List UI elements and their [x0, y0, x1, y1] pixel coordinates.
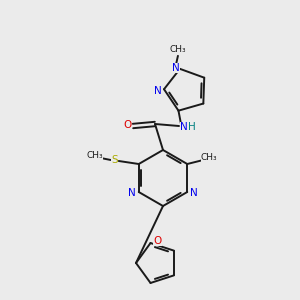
Text: O: O: [153, 236, 162, 246]
Text: H: H: [188, 122, 196, 132]
Text: CH₃: CH₃: [169, 45, 186, 54]
Text: O: O: [123, 120, 131, 130]
Text: N: N: [190, 188, 198, 198]
Text: N: N: [128, 188, 136, 198]
Text: N: N: [154, 86, 162, 96]
Text: N: N: [172, 63, 180, 73]
Text: N: N: [180, 122, 188, 132]
Text: CH₃: CH₃: [86, 152, 103, 160]
Text: S: S: [111, 155, 118, 165]
Text: CH₃: CH₃: [201, 154, 217, 163]
